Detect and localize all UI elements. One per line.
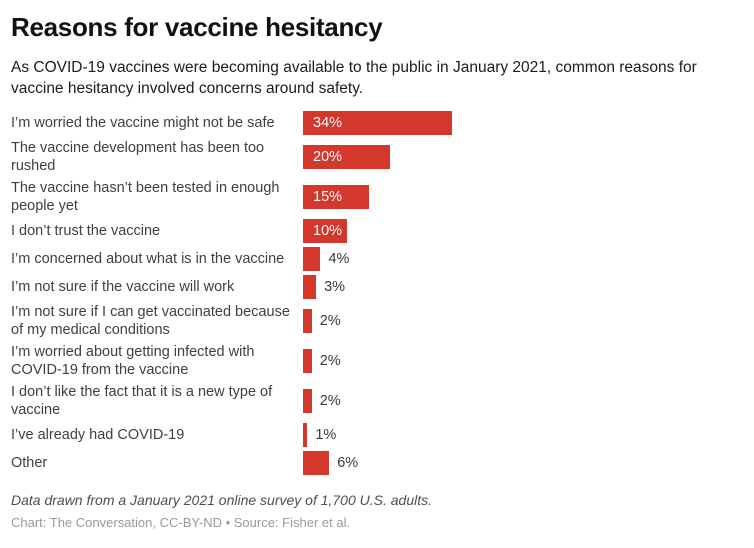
bar-label: I’m concerned about what is in the vacci… [11, 251, 285, 267]
chart-row: Other 6% [11, 451, 740, 475]
bar-value: 20% [313, 149, 343, 165]
bar-value: 3% [324, 279, 346, 295]
footnote: Data drawn from a January 2021 online su… [11, 492, 433, 508]
chart-row: I’m worried the vaccine might not be saf… [11, 111, 740, 135]
bar [303, 349, 312, 373]
bar-track: 2% [303, 309, 740, 333]
chart-subtitle: As COVID-19 vaccines were becoming avail… [11, 59, 697, 97]
chart-row: The vaccine development has been too rus… [11, 139, 740, 175]
bar [303, 145, 391, 169]
bar [303, 111, 452, 135]
bar-label: I’ve already had COVID-19 [11, 427, 185, 443]
bar-track: 2% [303, 389, 740, 413]
bar-label: I don’t trust the vaccine [11, 223, 161, 239]
bar-track: 3% [303, 275, 740, 299]
chart-row: I’m not sure if the vaccine will work 3% [11, 275, 740, 299]
bar-value: 4% [328, 251, 350, 267]
bar-track: 10% [303, 219, 740, 243]
bar-value: 2% [319, 313, 341, 329]
bar-value: 6% [337, 455, 359, 471]
bar-track: 2% [303, 349, 740, 373]
chart-row: I don’t like the fact that it is a new t… [11, 383, 740, 419]
bar-value: 10% [313, 223, 343, 239]
bar [303, 423, 308, 447]
bar-value: 2% [319, 353, 341, 369]
credit-line: Chart: The Conversation, CC-BY-ND • Sour… [11, 515, 351, 530]
bar-label: The vaccine hasn’t been tested in enough… [11, 180, 280, 214]
bar-label: I don’t like the fact that it is a new t… [11, 384, 273, 418]
bar-track: 34% [303, 111, 740, 135]
bar-value: 34% [313, 115, 343, 131]
bar-label: I’m not sure if the vaccine will work [11, 279, 235, 295]
bar-label: I’m worried about getting infected with … [11, 344, 255, 378]
bar [303, 451, 330, 475]
bar-track: 4% [303, 247, 740, 271]
bar-label: The vaccine development has been too rus… [11, 140, 265, 174]
bar [303, 219, 347, 243]
chart-row: I’m not sure if I can get vaccinated bec… [11, 303, 740, 339]
bar-value: 2% [319, 393, 341, 409]
bar-track: 6% [303, 451, 740, 475]
bar-label: I’m worried the vaccine might not be saf… [11, 115, 275, 131]
bar-track: 15% [303, 185, 740, 209]
bar [303, 185, 369, 209]
chart-row: I’m concerned about what is in the vacci… [11, 247, 740, 271]
chart-row: The vaccine hasn’t been tested in enough… [11, 179, 740, 215]
page-title: Reasons for vaccine hesitancy [11, 12, 383, 42]
bar [303, 309, 312, 333]
chart-row: I’ve already had COVID-19 1% [11, 423, 740, 447]
chart-row: I don’t trust the vaccine 10% [11, 219, 740, 243]
bar-value: 1% [315, 427, 337, 443]
bar [303, 275, 317, 299]
bar-label: I’m not sure if I can get vaccinated bec… [11, 304, 290, 338]
bar-chart: I’m worried the vaccine might not be saf… [11, 111, 740, 475]
bar-value: 15% [313, 189, 343, 205]
chart-page: Reasons for vaccine hesitancy As COVID-1… [11, 12, 740, 530]
bar-track: 1% [303, 423, 740, 447]
bar [303, 247, 321, 271]
bar-track: 20% [303, 145, 740, 169]
chart-row: I’m worried about getting infected with … [11, 343, 740, 379]
bar [303, 389, 312, 413]
bar-label: Other [11, 455, 48, 471]
